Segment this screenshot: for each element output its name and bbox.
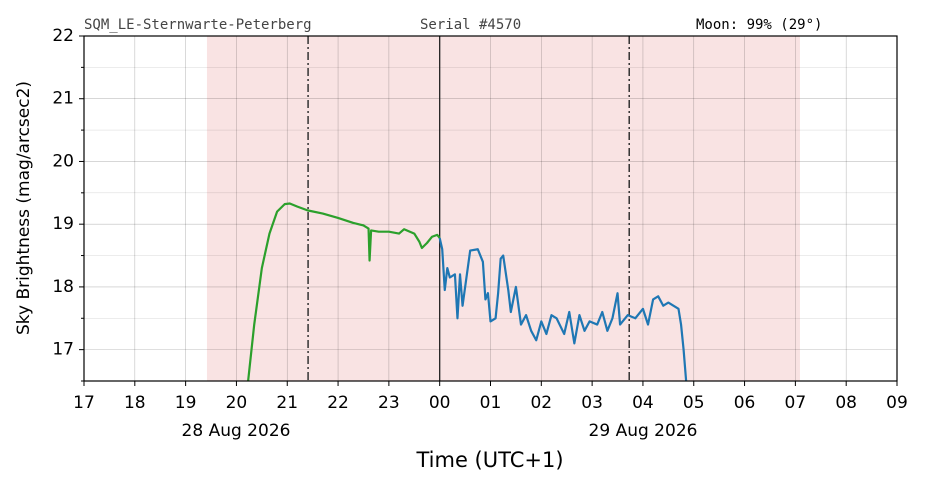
x-tick-label: 17 [73,393,95,413]
y-axis-label: Sky Brightness (mag/arcsec2) [14,81,34,335]
y-tick-label: 19 [52,214,74,234]
date-label: 28 Aug 2026 [182,421,291,441]
x-tick-label: 08 [835,393,857,413]
x-tick-label: 02 [530,393,552,413]
y-tick-label: 20 [52,151,74,171]
x-tick-label: 07 [785,393,807,413]
moon-info: Moon: 99% (29°) [696,17,822,33]
x-tick-label: 20 [226,393,248,413]
date-label: 29 Aug 2026 [589,421,698,441]
x-tick-label: 23 [378,393,400,413]
x-tick-label: 18 [124,393,146,413]
shaded-span [206,36,800,381]
x-tick-label: 21 [276,393,298,413]
data-line [247,202,441,381]
data-line [438,237,688,381]
x-tick-label: 03 [581,393,603,413]
x-tick-label: 04 [632,393,654,413]
station-name: SQM_LE-Sternwarte-Peterberg [84,17,312,33]
y-tick-label: 21 [52,89,74,109]
y-tick-label: 18 [52,277,74,297]
x-tick-label: 06 [734,393,756,413]
y-tick-label: 22 [52,26,74,46]
x-tick-label: 05 [683,393,705,413]
y-tick-label: 17 [52,340,74,360]
x-axis-label: Time (UTC+1) [415,448,563,472]
serial: Serial #4570 [420,17,521,33]
x-tick-label: 09 [886,393,908,413]
x-tick-label: 01 [480,393,502,413]
x-tick-label: 19 [175,393,197,413]
x-tick-label: 22 [327,393,349,413]
x-tick-label: 00 [429,393,451,413]
plot-frame [83,35,898,382]
